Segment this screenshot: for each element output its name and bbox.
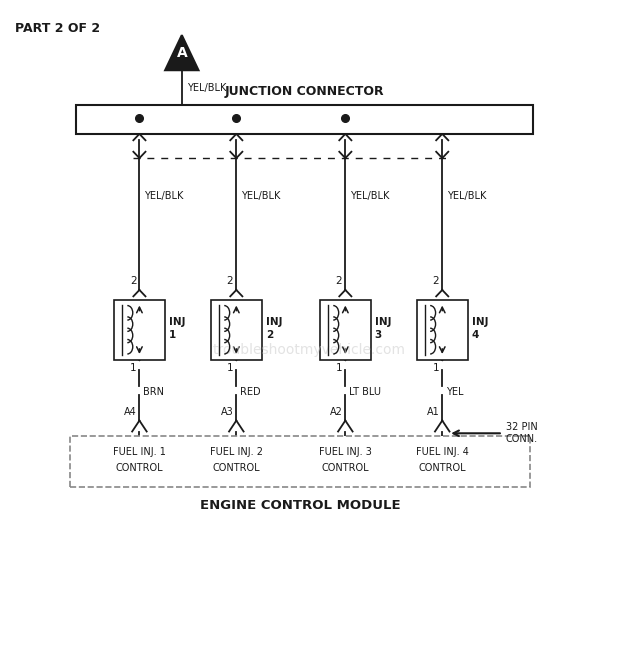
Text: FUEL INJ. 1: FUEL INJ. 1: [113, 447, 166, 457]
Text: A3: A3: [221, 408, 234, 417]
Text: FUEL INJ. 4: FUEL INJ. 4: [416, 447, 468, 457]
Text: 2: 2: [130, 276, 137, 286]
Text: CONTROL: CONTROL: [116, 463, 163, 473]
Text: JUNCTION CONNECTOR: JUNCTION CONNECTOR: [225, 84, 384, 98]
Text: YEL/BLK: YEL/BLK: [447, 191, 486, 202]
Bar: [76, 105, 533, 134]
Text: YEL/BLK: YEL/BLK: [144, 191, 184, 202]
Text: FUEL INJ. 3: FUEL INJ. 3: [319, 447, 372, 457]
Bar: [417, 300, 468, 360]
Text: 2: 2: [227, 276, 234, 286]
Text: 2: 2: [266, 330, 273, 340]
Text: 1: 1: [169, 330, 176, 340]
Bar: [211, 300, 262, 360]
Text: 1: 1: [130, 363, 137, 373]
Text: YEL/BLK: YEL/BLK: [350, 191, 389, 202]
Text: A: A: [177, 46, 187, 60]
Text: 3: 3: [375, 330, 382, 340]
Text: YEL/BLK: YEL/BLK: [241, 191, 281, 202]
Text: ENGINE CONTROL MODULE: ENGINE CONTROL MODULE: [200, 499, 400, 512]
Text: 1: 1: [336, 363, 342, 373]
Text: CONTROL: CONTROL: [418, 463, 466, 473]
Text: A2: A2: [329, 408, 342, 417]
Text: 1: 1: [227, 363, 234, 373]
Text: RED: RED: [240, 387, 261, 397]
Text: 1: 1: [433, 363, 439, 373]
Polygon shape: [165, 35, 198, 70]
Bar: [320, 300, 371, 360]
Text: BRN: BRN: [143, 387, 164, 397]
Text: CONTROL: CONTROL: [321, 463, 369, 473]
Text: 2: 2: [336, 276, 342, 286]
Text: CONTROL: CONTROL: [213, 463, 260, 473]
Bar: [114, 300, 165, 360]
Text: INJ: INJ: [266, 317, 282, 327]
Bar: [70, 437, 530, 488]
Text: A1: A1: [426, 408, 439, 417]
Text: YEL/BLK: YEL/BLK: [187, 83, 226, 93]
Text: 2: 2: [433, 276, 439, 286]
Text: YEL: YEL: [446, 387, 464, 397]
Text: INJ: INJ: [375, 317, 391, 327]
Text: LT BLU: LT BLU: [349, 387, 381, 397]
Text: INJ: INJ: [472, 317, 488, 327]
Text: 4: 4: [472, 330, 479, 340]
Text: PART 2 OF 2: PART 2 OF 2: [15, 23, 100, 36]
Text: FUEL INJ. 2: FUEL INJ. 2: [210, 447, 263, 457]
Text: 32 PIN
CONN.: 32 PIN CONN.: [506, 422, 538, 445]
Text: INJ: INJ: [169, 317, 185, 327]
Text: troubleshootmyvehicle.com: troubleshootmyvehicle.com: [213, 343, 405, 358]
Text: A4: A4: [124, 408, 137, 417]
